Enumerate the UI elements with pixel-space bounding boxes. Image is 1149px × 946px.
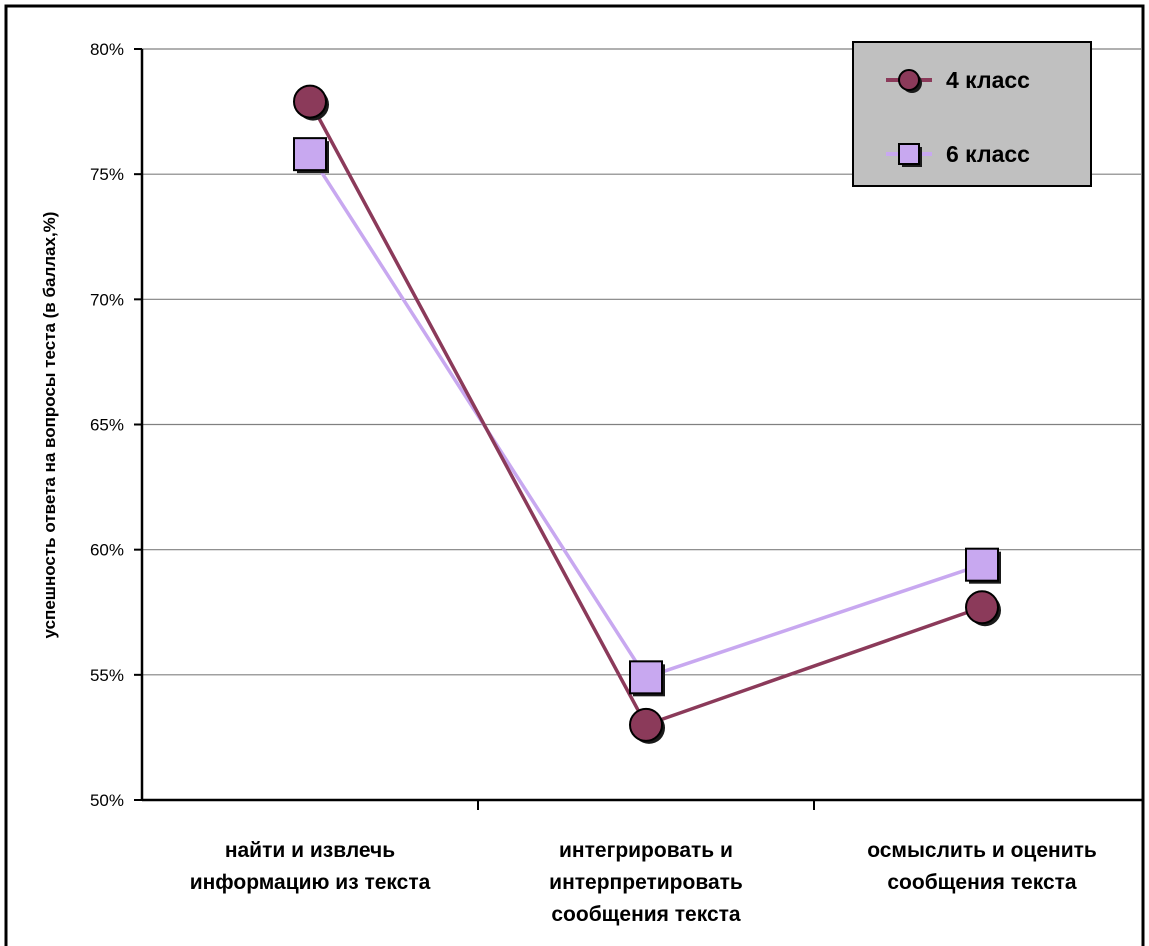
category-label: найти и извлечь информацию из текста [190, 839, 431, 894]
category-labels: найти и извлечь информацию из текста интег… [190, 839, 1097, 926]
legend: 4 класс 6 класс [852, 41, 1092, 187]
data-point [629, 660, 663, 695]
legend-label: 4 класс [946, 67, 1030, 93]
category-label-line: осмыслить и оценить [867, 839, 1097, 862]
category-label-line: интерпретировать [549, 871, 743, 894]
data-point [293, 84, 327, 119]
y-tick-label: 75% [90, 165, 124, 184]
data-point [898, 143, 920, 165]
legend-box [852, 41, 1092, 187]
category-label: интегрировать и интерпретировать сообщения… [549, 839, 743, 926]
axes [140, 49, 1142, 802]
y-tick-label: 50% [90, 791, 124, 810]
y-tick-label: 55% [90, 666, 124, 685]
data-point [898, 69, 920, 91]
x-tick-marks [477, 800, 815, 810]
category-label-line: информацию из текста [190, 871, 431, 894]
y-axis-title: успешность ответа на вопросы теста (в ба… [40, 212, 59, 639]
y-tick-label: 65% [90, 416, 124, 435]
category-label-line: сообщения текста [551, 903, 741, 926]
y-tick-label: 60% [90, 541, 124, 560]
data-point [965, 547, 999, 582]
data-point [629, 707, 663, 742]
series-markers [293, 84, 1001, 744]
category-label-line: интегрировать и [559, 839, 733, 862]
y-tick-label: 70% [90, 290, 124, 309]
y-tick-labels: 50% 55% 60% 65% 70% 75% 80% [90, 40, 124, 810]
category-label-line: найти и извлечь [225, 839, 395, 862]
data-point [293, 137, 327, 172]
data-point [965, 590, 999, 625]
legend-label: 6 класс [946, 141, 1030, 167]
y-tick-label: 80% [90, 40, 124, 59]
category-label-line: сообщения текста [887, 871, 1077, 894]
category-label: осмыслить и оценить сообщения текста [867, 839, 1097, 894]
